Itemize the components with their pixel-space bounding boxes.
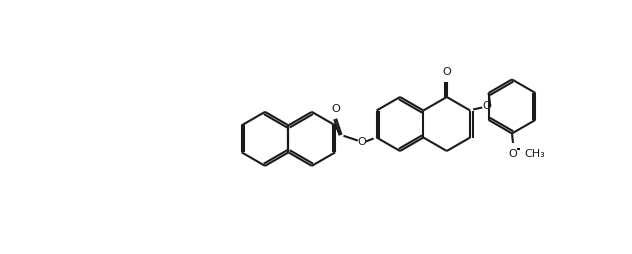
- Text: O: O: [357, 137, 366, 147]
- Text: O: O: [509, 149, 518, 159]
- Text: O: O: [442, 67, 451, 77]
- Text: O: O: [332, 104, 341, 114]
- Text: O: O: [482, 101, 490, 112]
- Text: CH₃: CH₃: [524, 149, 545, 159]
